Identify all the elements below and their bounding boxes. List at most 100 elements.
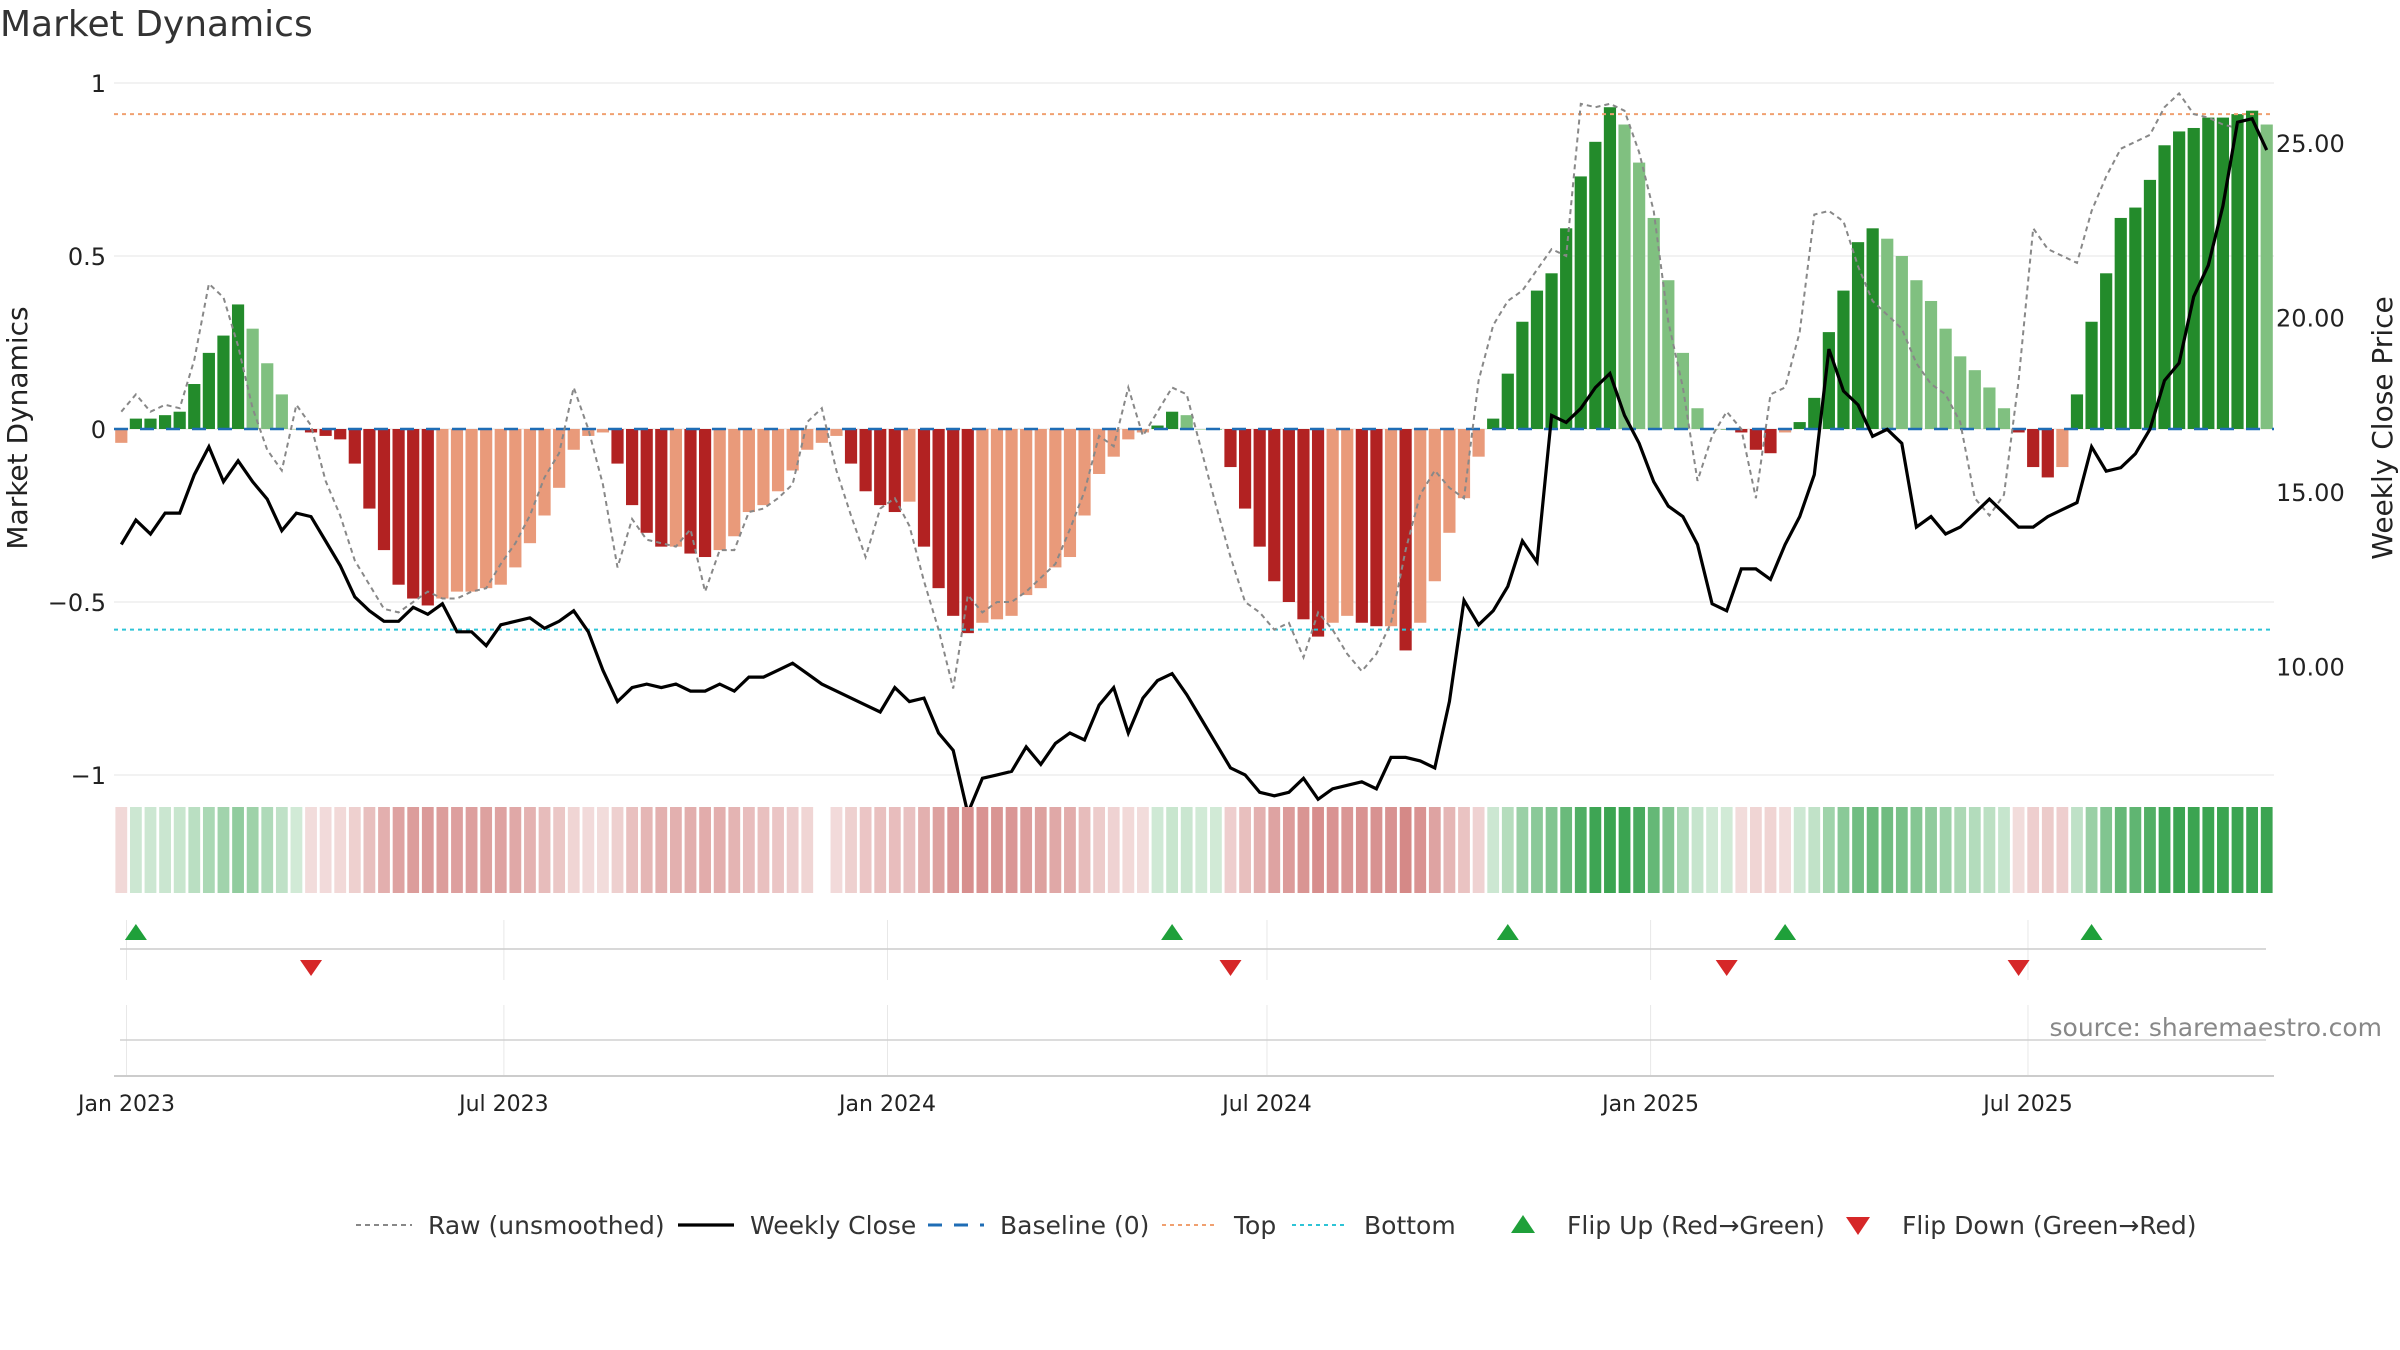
regime-cell [1122,807,1135,893]
dynamics-bar [1560,228,1573,429]
x-tick-label: Jul 2025 [1981,1092,2073,1117]
dynamics-bar [786,429,799,471]
dynamics-bar [1939,328,1952,429]
dynamics-bar [1516,321,1529,429]
dynamics-bar [1268,429,1281,582]
dynamics-bar [1574,176,1587,429]
regime-cell [845,807,857,893]
dynamics-bar [509,429,522,568]
flip-up-marker [1161,924,1184,940]
regime-cell [1706,807,1719,893]
dynamics-bar [1545,273,1558,429]
regime-cell [1647,807,1660,893]
legend-label: Flip Down (Green→Red) [1902,1211,2197,1240]
regime-cell [1852,807,1864,893]
regime-cell [757,807,770,893]
regime-cell [1458,807,1470,893]
regime-cell [115,807,128,893]
regime-cell [1910,807,1923,893]
dynamics-bar [2216,117,2230,429]
dynamics-bar [698,429,712,558]
regime-cell [1326,807,1339,893]
legend-label: Bottom [1364,1211,1456,1240]
regime-cell [348,807,361,893]
left-tick-label: 0 [91,416,106,444]
regime-cell [2085,807,2098,893]
x-tick-label: Jan 2023 [76,1092,175,1117]
dynamics-bar [363,429,376,509]
left-tick-label: −1 [71,762,106,790]
regime-cell [1574,807,1587,893]
dynamics-bar [1968,370,1981,429]
dynamics-bar [1603,107,1617,429]
dynamics-bar [2041,429,2054,478]
regime-cell [1297,807,1310,893]
dynamics-bar [2012,429,2025,433]
regime-cell [1064,807,1076,893]
dynamics-bar [1151,425,1164,429]
left-tick-label: 1 [91,70,106,98]
dynamics-bar [450,429,464,592]
dynamics-bar [2114,217,2127,429]
dynamics-bar [275,394,288,429]
regime-cell [1151,807,1164,893]
dynamics-bar [1049,429,1062,568]
dynamics-bar [1180,415,1193,429]
right-tick-label: 20.00 [2276,305,2345,333]
regime-cell [217,807,230,893]
dynamics-bar [1370,429,1383,627]
regime-cell [1253,807,1266,893]
dynamics-bar [815,429,828,443]
dynamics-bar [1764,429,1777,454]
dynamics-bar [1297,429,1310,620]
right-tick-label: 15.00 [2276,479,2345,507]
regime-cell [1604,807,1616,893]
dynamics-bar [1034,429,1047,589]
regime-cell [684,807,697,893]
dynamics-bar [115,429,128,443]
regime-cell [290,807,303,893]
dynamics-bar [2070,394,2084,429]
dynamics-bar [1793,422,1806,429]
regime-cell [2202,807,2215,893]
dynamics-bar [1618,124,1631,430]
dynamics-bar [713,429,726,551]
dynamics-bar [1647,217,1660,429]
regime-cell [2056,807,2069,893]
dynamics-bar [2129,207,2142,429]
regime-cell [2144,807,2156,893]
legend-flip-up-swatch [1511,1215,1535,1233]
dynamics-bar [1166,411,1179,429]
regime-cell [1866,807,1879,893]
dynamics-bar [421,429,434,606]
legend-item: Flip Down (Green→Red) [1846,1211,2197,1240]
dynamics-bars [115,107,2273,651]
dynamics-bar [1078,429,1091,516]
regime-cell [669,807,682,893]
dynamics-bar [611,429,624,464]
regime-cell [334,807,347,893]
dynamics-bar [1136,429,1150,433]
regime-cell [1531,807,1543,893]
dynamics-bar [1399,429,1412,651]
regime-cell [728,807,741,893]
regime-cell [2217,807,2229,893]
regime-cell [1166,807,1179,893]
regime-cell [2187,807,2200,893]
dynamics-bar [129,418,142,429]
dynamics-bar [728,429,741,537]
regime-cell [1691,807,1704,893]
right-tick-label: 25.00 [2276,130,2345,158]
dynamics-bar [1589,141,1602,429]
regime-cell [932,807,945,893]
legend-item: Flip Up (Red→Green) [1511,1211,1825,1240]
chart-title: Market Dynamics [0,4,313,45]
dynamics-bar [1020,429,1033,596]
regime-cell [859,807,872,893]
dynamics-bar [407,429,420,599]
dynamics-bar [304,429,318,433]
flip-up-marker [2080,924,2103,940]
flip-up-marker [124,924,147,940]
regime-cell [1312,807,1324,893]
